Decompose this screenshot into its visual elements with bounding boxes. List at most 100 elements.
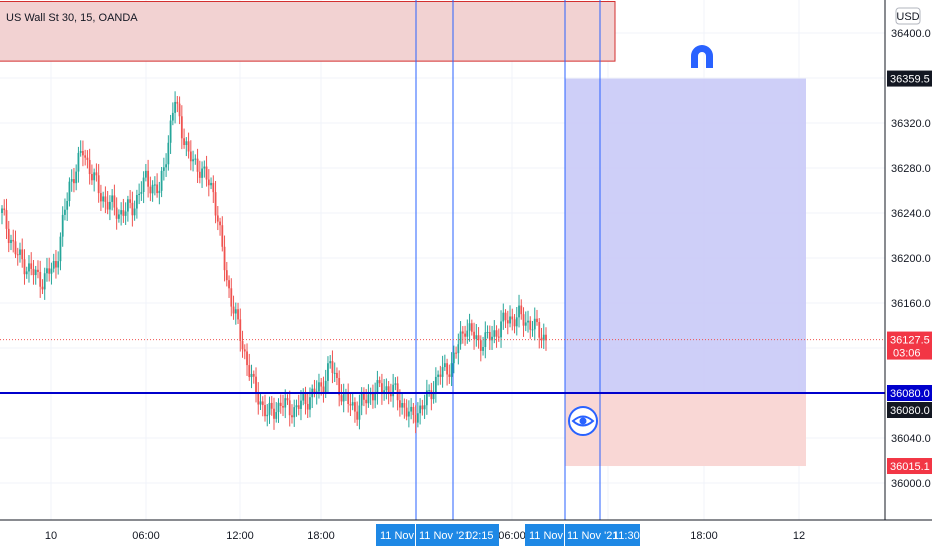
candle-body xyxy=(30,263,33,269)
candle-body xyxy=(304,394,307,404)
x-tick: 06:00 xyxy=(132,530,160,542)
candle-body xyxy=(147,170,150,187)
x-highlight-label: 02:15 xyxy=(466,530,494,542)
y-tick: 36160.0 xyxy=(891,298,931,310)
candle-body xyxy=(419,405,422,414)
candle-body xyxy=(495,330,498,337)
y-tick: 36280.0 xyxy=(891,163,931,175)
candle-body xyxy=(475,335,478,339)
candle-body xyxy=(437,374,439,377)
price-label-entry: 36080.0 36080.0 xyxy=(887,385,932,418)
candle-body xyxy=(111,195,114,202)
candle-body xyxy=(140,191,143,194)
candle-body xyxy=(529,320,532,330)
loss-zone[interactable] xyxy=(565,393,806,467)
candle-body xyxy=(479,340,482,351)
candle-body xyxy=(160,170,163,191)
price-label-target: 36359.5 xyxy=(887,70,932,87)
candle-body xyxy=(268,402,271,415)
candle-body xyxy=(522,314,525,326)
magnet-icon[interactable] xyxy=(691,45,713,72)
candle-body xyxy=(55,261,57,268)
candle-body xyxy=(401,403,404,408)
candle-body xyxy=(398,400,401,408)
candle-body xyxy=(405,407,408,417)
candle-body xyxy=(117,214,120,219)
candle-body xyxy=(306,403,309,410)
candle-body xyxy=(470,323,473,332)
svg-text:36015.1: 36015.1 xyxy=(890,461,930,473)
candle-body xyxy=(473,331,475,339)
candle-body xyxy=(385,386,388,391)
candle-body xyxy=(515,317,518,327)
candle-body xyxy=(342,393,345,402)
candle-body xyxy=(183,138,185,146)
candle-body xyxy=(264,405,266,417)
candle-body xyxy=(430,390,433,400)
candle-body xyxy=(277,402,280,413)
x-tick: 18:00 xyxy=(307,530,335,542)
candle-body xyxy=(414,415,417,423)
candle-body xyxy=(61,214,64,237)
candle-body xyxy=(198,171,201,178)
y-tick: 36200.0 xyxy=(891,253,931,265)
candle-body xyxy=(126,199,129,212)
candle-body xyxy=(104,196,107,202)
candle-body xyxy=(421,405,424,410)
candle-body xyxy=(527,320,529,323)
candle-body xyxy=(167,142,170,165)
candle-body xyxy=(477,335,480,341)
svg-text:USD: USD xyxy=(896,11,919,23)
candle-body xyxy=(261,401,264,406)
candle-body xyxy=(502,312,505,322)
candle-body xyxy=(407,411,410,417)
candle-body xyxy=(241,341,244,350)
svg-text:36127.5: 36127.5 xyxy=(890,335,930,347)
candle-body xyxy=(428,390,431,392)
candle-body xyxy=(124,211,127,216)
candle-body xyxy=(302,394,305,401)
candle-body xyxy=(41,286,44,290)
resistance-zone[interactable] xyxy=(0,1,616,62)
candle-body xyxy=(439,374,442,377)
candle-body xyxy=(246,351,248,366)
candle-body xyxy=(455,352,457,354)
candle-body xyxy=(459,331,462,345)
candle-body xyxy=(115,207,118,219)
candle-body xyxy=(410,406,413,412)
candle-body xyxy=(5,210,8,229)
candle-body xyxy=(259,401,262,405)
candle-body xyxy=(354,402,356,412)
price-axis-ticks: 36400.0 36320.0 36280.0 36240.0 36200.0 36160… xyxy=(891,28,931,490)
x-highlight-label: 11 Nov '21 xyxy=(567,530,618,542)
candle-body xyxy=(333,372,336,374)
candle-body xyxy=(52,261,55,269)
candle-body xyxy=(313,388,316,394)
candle-body xyxy=(432,392,435,400)
candle-body xyxy=(194,158,197,160)
candle-body xyxy=(443,363,446,368)
candle-body xyxy=(203,166,206,169)
candle-body xyxy=(504,312,507,321)
candle-body xyxy=(86,157,89,160)
candle-body xyxy=(270,402,273,409)
eye-icon[interactable] xyxy=(568,406,598,436)
candle-body xyxy=(416,413,419,423)
candle-body xyxy=(68,181,71,201)
candle-body xyxy=(466,330,469,337)
profit-zone[interactable] xyxy=(565,78,806,393)
candle-body xyxy=(403,403,406,408)
candle-body xyxy=(19,249,21,255)
candle-body xyxy=(14,241,17,255)
candle-body xyxy=(486,332,489,334)
candle-body xyxy=(412,406,415,416)
x-tick: 12 xyxy=(793,530,805,542)
candle-body xyxy=(497,336,500,338)
candle-body xyxy=(257,393,260,405)
candle-body xyxy=(192,159,194,162)
candle-body xyxy=(178,103,181,117)
candle-body xyxy=(1,208,3,213)
svg-text:36080.0: 36080.0 xyxy=(890,388,930,400)
currency-button[interactable]: USD xyxy=(895,7,921,25)
x-tick: 10 xyxy=(45,530,57,542)
